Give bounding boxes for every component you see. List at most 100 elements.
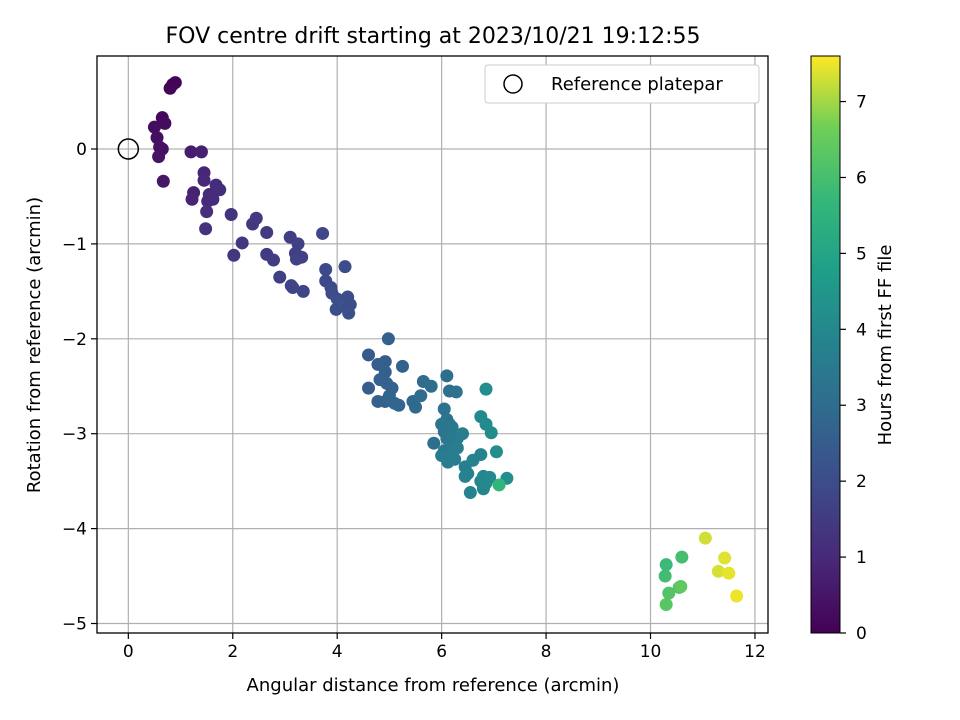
data-point — [409, 400, 423, 414]
plot-frame — [96, 55, 769, 634]
data-point — [362, 348, 376, 362]
data-points — [147, 76, 744, 612]
data-point — [147, 120, 161, 134]
data-point — [338, 260, 352, 274]
data-point — [273, 270, 287, 284]
data-point — [227, 248, 241, 262]
colorbar-tick-label: 1 — [856, 548, 867, 568]
data-point — [414, 389, 428, 403]
colorbar-ticks: 0 1 2 3 4 5 6 7 — [840, 93, 867, 644]
data-point — [235, 236, 249, 250]
legend: Reference platepar — [484, 64, 760, 104]
data-point — [448, 452, 462, 466]
colorbar-tick-label: 7 — [856, 93, 867, 113]
data-point — [658, 569, 672, 583]
data-point — [158, 116, 172, 130]
data-point — [330, 292, 344, 306]
data-point — [483, 470, 497, 484]
data-point — [662, 586, 676, 600]
data-point — [156, 174, 170, 188]
data-point — [722, 566, 736, 580]
reference-platepar-marker — [117, 138, 140, 160]
data-point — [378, 355, 392, 369]
legend-marker-open-circle — [503, 74, 523, 94]
data-point — [675, 550, 689, 564]
data-point — [427, 436, 441, 450]
data-point — [296, 284, 310, 298]
data-point — [440, 369, 454, 383]
data-point — [266, 253, 280, 267]
y-tick-label: −4 — [62, 520, 87, 540]
data-point — [194, 145, 208, 159]
data-point — [295, 250, 309, 264]
data-point — [463, 486, 477, 500]
data-point — [381, 332, 395, 346]
colorbar: 0 1 2 3 4 5 6 7 Hours from first FF file — [810, 55, 896, 644]
data-point — [213, 183, 227, 197]
colorbar-tick-label: 5 — [856, 244, 867, 264]
gridlines — [97, 56, 768, 633]
x-tick-label: 10 — [640, 642, 662, 662]
x-tick-label: 4 — [332, 642, 343, 662]
colorbar-tick-label: 0 — [856, 624, 867, 644]
data-point — [437, 402, 451, 416]
colorbar-gradient — [810, 55, 841, 634]
y-tick-label: −2 — [62, 330, 87, 350]
reference-marker-layer — [117, 138, 140, 160]
x-tick-label: 2 — [227, 642, 238, 662]
data-point — [362, 381, 376, 395]
x-axis-label: Angular distance from reference (arcmin) — [247, 675, 620, 696]
x-tick-label: 0 — [123, 642, 134, 662]
data-point — [659, 598, 673, 612]
y-axis-ticks: 0 −1 −2 −3 −4 −5 — [62, 140, 97, 635]
data-point — [319, 263, 333, 277]
data-point — [730, 589, 744, 603]
data-point — [316, 226, 330, 240]
colorbar-tick-label: 3 — [856, 396, 867, 416]
y-tick-label: −5 — [62, 615, 87, 635]
data-point — [199, 222, 213, 236]
x-tick-label: 6 — [436, 642, 447, 662]
legend-box — [484, 64, 760, 104]
data-point — [342, 306, 356, 320]
data-point — [456, 427, 470, 441]
data-point — [185, 192, 199, 206]
data-point — [711, 564, 725, 578]
data-point — [197, 173, 211, 187]
colorbar-label: Hours from first FF file — [875, 245, 896, 446]
data-point — [474, 448, 488, 462]
colorbar-tick-label: 2 — [856, 472, 867, 492]
data-point — [718, 551, 732, 565]
data-point — [479, 382, 493, 396]
data-point — [392, 398, 406, 412]
data-point — [206, 192, 220, 206]
data-point — [152, 150, 166, 164]
colorbar-tick-label: 6 — [856, 168, 867, 188]
data-point — [424, 379, 438, 393]
data-point — [489, 445, 503, 459]
x-tick-label: 8 — [541, 642, 552, 662]
data-point — [200, 205, 214, 219]
colorbar-tick-label: 4 — [856, 320, 867, 340]
y-tick-label: 0 — [76, 140, 87, 160]
data-point — [224, 207, 238, 221]
data-point — [484, 426, 498, 440]
data-point — [329, 302, 343, 316]
x-axis-ticks: 0 2 4 6 8 10 12 — [123, 633, 766, 662]
y-tick-label: −1 — [62, 235, 87, 255]
x-tick-label: 12 — [744, 642, 766, 662]
data-point — [674, 579, 688, 593]
data-point — [492, 478, 506, 492]
data-point — [458, 469, 472, 483]
data-point — [698, 531, 712, 545]
legend-label-reference: Reference platepar — [551, 74, 723, 95]
chart-title: FOV centre drift starting at 2023/10/21 … — [166, 24, 701, 49]
data-point — [184, 145, 198, 159]
data-point — [163, 81, 177, 95]
data-point — [659, 558, 673, 572]
data-point — [249, 211, 263, 225]
data-point — [260, 226, 274, 240]
y-tick-label: −3 — [62, 425, 87, 445]
data-point — [395, 359, 409, 373]
